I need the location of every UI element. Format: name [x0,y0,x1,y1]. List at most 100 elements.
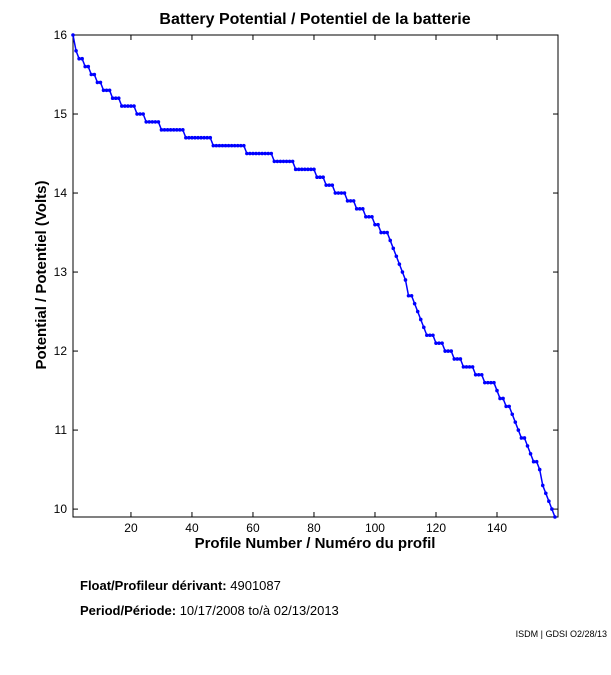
data-point [77,56,81,61]
data-point [147,120,152,124]
data-point [217,143,222,148]
data-point [415,309,420,314]
data-point [476,372,481,377]
data-point [461,365,466,369]
y-tick-label: 11 [55,423,68,437]
data-point [354,207,359,211]
data-point [400,270,405,274]
data-point [553,515,557,519]
data-point [174,128,179,132]
data-point [275,159,280,164]
data-point [196,135,200,140]
data-point [516,428,521,432]
data-point [299,167,304,172]
data-point [229,143,234,148]
data-point [168,128,173,132]
data-point [187,135,191,140]
data-point [434,341,438,345]
data-point [370,214,374,219]
data-point [443,349,447,353]
data-point [190,135,194,140]
data-point [446,349,450,353]
data-point [123,104,127,108]
data-point [418,317,423,322]
data-point [470,365,475,369]
data-point [385,230,389,235]
x-tick-label: 60 [246,521,260,535]
data-point [412,301,417,306]
period-end: 02/13/2013 [273,603,339,618]
data-point [336,191,341,195]
data-point [403,278,408,282]
float-info: Float/Profileur dérivant: 4901087 [80,578,281,593]
data-point [397,262,402,266]
data-point [360,207,365,211]
data-point [391,246,396,251]
y-tick-label: 13 [54,265,68,279]
data-point [181,128,185,132]
data-point [162,128,167,132]
data-point [211,143,216,148]
data-point [510,412,515,417]
series-group [71,33,557,519]
period-info: Period/Période: 10/17/2008 to/à 02/13/20… [80,603,339,618]
data-point [296,167,301,172]
data-point [159,128,164,132]
x-tick-label: 120 [426,521,446,535]
data-point [364,214,368,219]
data-point [284,159,289,164]
data-point [83,64,87,69]
data-point [315,175,319,180]
data-point [528,451,533,456]
data-point [409,293,414,298]
data-point [129,104,133,108]
data-point [534,459,539,464]
data-point [501,396,505,401]
data-point [208,135,213,140]
data-point [489,380,493,385]
data-point [251,151,255,156]
data-point [309,167,313,172]
y-tick-label: 15 [54,107,68,121]
data-point [351,199,356,203]
data-point [165,128,170,132]
data-point [544,491,548,496]
footer-credit: ISDM | GDSI O2/28/13 [515,629,607,639]
data-point [104,88,109,93]
data-point [406,293,411,298]
data-point [144,120,149,124]
data-point [281,159,286,164]
data-point [486,380,490,385]
data-point [373,222,377,227]
data-point [71,33,75,37]
y-tick-label: 12 [54,344,68,358]
data-point [263,151,267,156]
data-point [153,120,158,124]
data-point [379,230,383,235]
data-point [367,214,371,219]
data-point [214,143,219,148]
data-point [525,444,530,448]
data-point [306,167,310,172]
data-point [220,143,225,148]
data-point [290,159,295,164]
data-point [428,333,432,338]
data-point [141,112,145,116]
data-point [357,207,362,211]
data-point [95,80,100,85]
data-point [482,380,487,385]
data-point [235,143,240,148]
data-point [205,135,210,140]
data-point [98,80,103,85]
data-point [547,499,551,504]
data-point [232,143,237,148]
data-point [519,436,524,440]
data-point [342,191,347,195]
y-tick-label: 14 [54,186,68,200]
data-point [522,436,527,440]
data-point [550,507,554,511]
data-point [376,222,380,227]
period-separator: to/à [248,603,271,618]
y-axis-label: Potential / Potentiel (Volts) [33,181,50,370]
data-point [269,151,274,156]
